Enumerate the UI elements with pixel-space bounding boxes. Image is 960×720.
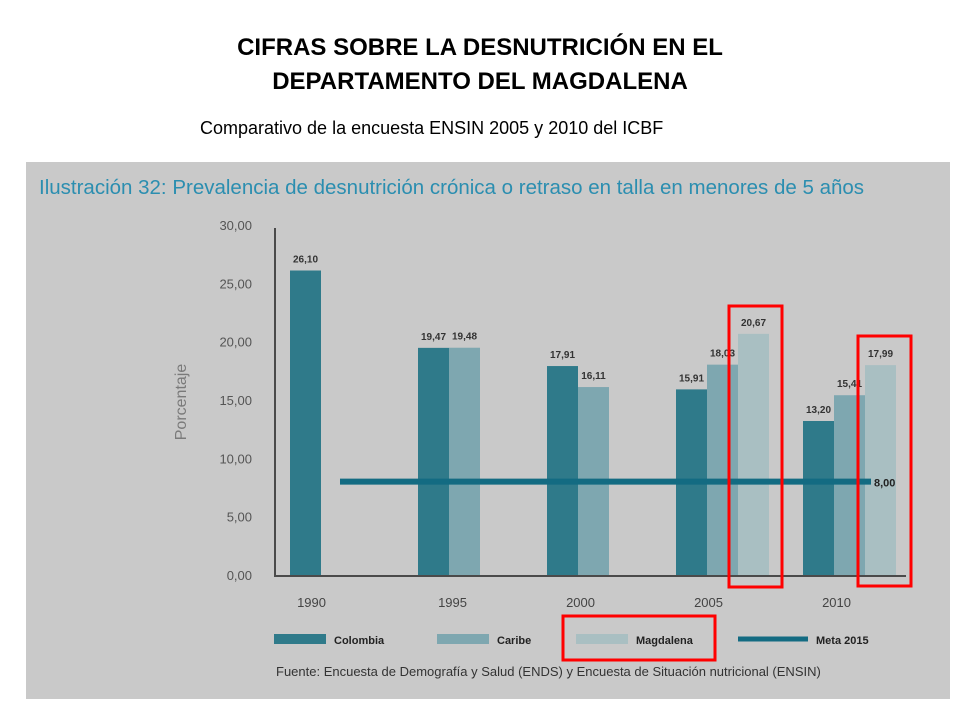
highlight-box-2010	[856, 334, 913, 588]
highlight-box-2005	[727, 304, 784, 589]
x-tick-label: 1990	[297, 595, 326, 610]
legend-swatch-colombia	[274, 634, 326, 644]
y-tick-label: 30,00	[219, 218, 252, 233]
bar-caribe-1995	[449, 347, 480, 575]
legend-label-caribe: Caribe	[497, 635, 531, 647]
chart-panel	[26, 162, 950, 699]
source-note: Fuente: Encuesta de Demografía y Salud (…	[276, 664, 821, 679]
bar-caribe-2010	[834, 395, 865, 575]
y-tick-label: 5,00	[227, 510, 252, 525]
page-subtitle: Comparativo de la encuesta ENSIN 2005 y …	[200, 118, 664, 138]
data-label: 16,11	[581, 371, 606, 382]
legend-swatch-magdalena	[576, 634, 628, 644]
legend-swatch-caribe	[437, 634, 489, 644]
bar-colombia-2000	[547, 366, 578, 575]
bar-colombia-1990	[290, 270, 321, 575]
bar-magdalena-2005	[738, 333, 769, 575]
data-label: 17,99	[868, 349, 893, 360]
page-title: CIFRAS SOBRE LA DESNUTRICIÓN EN EL DEPAR…	[0, 31, 960, 99]
y-tick-label: 25,00	[219, 276, 252, 291]
page-title-line2: DEPARTAMENTO DEL MAGDALENA	[272, 68, 688, 95]
data-label: 19,47	[421, 332, 446, 343]
data-label: 19,48	[452, 332, 477, 343]
y-tick-label: 15,00	[219, 393, 252, 408]
bar-caribe-2005	[707, 364, 738, 575]
reference-line-label: 8,00	[874, 478, 895, 490]
x-tick-label: 1995	[438, 595, 467, 610]
data-label: 17,91	[550, 350, 575, 361]
legend-label-colombia: Colombia	[334, 635, 385, 647]
data-label: 20,67	[741, 318, 766, 329]
y-axis-title: Porcentaje	[173, 364, 190, 441]
legend-label-meta: Meta 2015	[816, 635, 869, 647]
chart-title: Ilustración 32: Prevalencia de desnutric…	[39, 176, 864, 199]
x-tick-label: 2000	[566, 595, 595, 610]
legend-label-magdalena: Magdalena	[636, 635, 694, 647]
y-tick-label: 10,00	[219, 451, 252, 466]
bar-colombia-2010	[803, 421, 834, 575]
data-label: 15,41	[837, 379, 862, 390]
data-label: 18,03	[710, 349, 735, 360]
chart: Ilustración 32: Prevalencia de desnutric…	[39, 176, 913, 662]
y-tick-label: 0,00	[227, 568, 252, 583]
highlight-box-legend	[561, 614, 717, 662]
y-tick-label: 20,00	[219, 335, 252, 350]
page-title-line1: CIFRAS SOBRE LA DESNUTRICIÓN EN EL	[237, 34, 723, 61]
data-label: 13,20	[806, 405, 831, 416]
data-label: 15,91	[679, 373, 704, 384]
data-label: 26,10	[293, 255, 318, 266]
bar-colombia-1995	[418, 347, 449, 575]
bar-magdalena-2010	[865, 365, 896, 575]
x-tick-label: 2010	[822, 595, 851, 610]
x-tick-label: 2005	[694, 595, 723, 610]
